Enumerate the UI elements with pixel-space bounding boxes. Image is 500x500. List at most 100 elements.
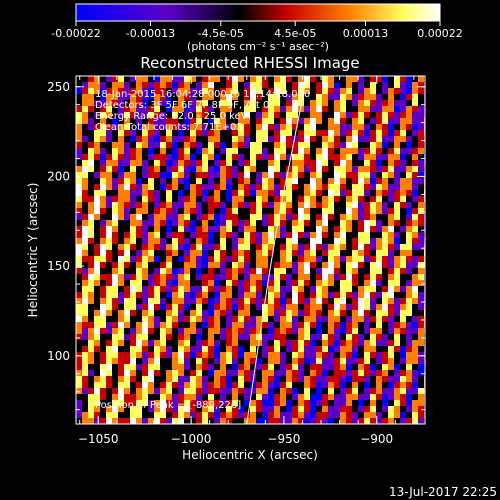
heatmap-cell (316, 232, 322, 238)
heatmap-cell (172, 280, 178, 286)
heatmap-cell (166, 346, 172, 352)
heatmap-cell (370, 100, 376, 106)
heatmap-cell (106, 352, 112, 358)
heatmap-cell (298, 262, 304, 268)
heatmap-cell (214, 208, 220, 214)
heatmap-cell (136, 124, 142, 130)
heatmap-cell (154, 292, 160, 298)
heatmap-cell (340, 304, 346, 310)
heatmap-cell (268, 382, 274, 388)
heatmap-cell (106, 388, 112, 394)
heatmap-cell (244, 346, 250, 352)
heatmap-cell (418, 196, 424, 202)
heatmap-cell (334, 160, 340, 166)
heatmap-cell (388, 148, 394, 154)
heatmap-cell (202, 394, 208, 400)
heatmap-cell (100, 388, 106, 394)
heatmap-cell (148, 166, 154, 172)
heatmap-cell (148, 112, 154, 118)
heatmap-cell (148, 130, 154, 136)
heatmap-cell (202, 160, 208, 166)
heatmap-cell (340, 334, 346, 340)
heatmap-cell (268, 322, 274, 328)
heatmap-cell (394, 322, 400, 328)
heatmap-cell (220, 370, 226, 376)
heatmap-cell (346, 154, 352, 160)
heatmap-cell (286, 370, 292, 376)
heatmap-cell (394, 238, 400, 244)
heatmap-cell (100, 280, 106, 286)
heatmap-cell (256, 334, 262, 340)
heatmap-cell (352, 358, 358, 364)
heatmap-cell (394, 178, 400, 184)
heatmap-cell (346, 142, 352, 148)
heatmap-cell (346, 274, 352, 280)
heatmap-cell (334, 190, 340, 196)
heatmap-cell (190, 208, 196, 214)
heatmap-cell (172, 268, 178, 274)
heatmap-cell (352, 106, 358, 112)
heatmap-cell (166, 82, 172, 88)
heatmap-cell (358, 310, 364, 316)
heatmap-cell (250, 166, 256, 172)
heatmap-cell (196, 166, 202, 172)
heatmap-cell (190, 310, 196, 316)
heatmap-cell (112, 370, 118, 376)
heatmap-cell (202, 268, 208, 274)
heatmap-cell (358, 196, 364, 202)
heatmap-cell (220, 232, 226, 238)
heatmap-cell (256, 376, 262, 382)
heatmap-cell (88, 262, 94, 268)
heatmap-cell (136, 322, 142, 328)
heatmap-cell (328, 178, 334, 184)
heatmap-cell (94, 322, 100, 328)
heatmap-cell (196, 298, 202, 304)
heatmap-cell (94, 256, 100, 262)
heatmap-cell (400, 178, 406, 184)
heatmap-cell (226, 352, 232, 358)
heatmap-cell (286, 268, 292, 274)
heatmap-cell (196, 400, 202, 406)
heatmap-cell (112, 142, 118, 148)
heatmap-cell (316, 172, 322, 178)
heatmap-cell (292, 106, 298, 112)
heatmap-cell (88, 394, 94, 400)
heatmap-cell (196, 292, 202, 298)
heatmap-cell (274, 94, 280, 100)
heatmap-cell (292, 382, 298, 388)
heatmap-cell (142, 160, 148, 166)
heatmap-cell (268, 106, 274, 112)
heatmap-cell (298, 118, 304, 124)
heatmap-cell (322, 184, 328, 190)
heatmap-cell (130, 166, 136, 172)
heatmap-cell (160, 286, 166, 292)
heatmap-cell (226, 214, 232, 220)
heatmap-cell (172, 352, 178, 358)
heatmap-cell (268, 376, 274, 382)
heatmap-cell (316, 316, 322, 322)
heatmap-cell (304, 394, 310, 400)
heatmap-cell (166, 220, 172, 226)
heatmap-cell (100, 238, 106, 244)
heatmap-cell (184, 226, 190, 232)
heatmap-cell (286, 142, 292, 148)
heatmap-cell (250, 256, 256, 262)
heatmap-cell (292, 190, 298, 196)
heatmap-cell (322, 214, 328, 220)
heatmap-cell (208, 382, 214, 388)
heatmap-cell (412, 124, 418, 130)
heatmap-cell (376, 376, 382, 382)
heatmap-cell (178, 202, 184, 208)
heatmap-cell (232, 334, 238, 340)
heatmap-cell (292, 346, 298, 352)
heatmap-cell (268, 334, 274, 340)
heatmap-cell (178, 94, 184, 100)
heatmap-cell (370, 124, 376, 130)
heatmap-cell (130, 226, 136, 232)
heatmap-cell (196, 286, 202, 292)
heatmap-cell (292, 328, 298, 334)
heatmap-cell (358, 172, 364, 178)
heatmap-cell (196, 334, 202, 340)
heatmap-cell (334, 154, 340, 160)
heatmap-cell (370, 202, 376, 208)
